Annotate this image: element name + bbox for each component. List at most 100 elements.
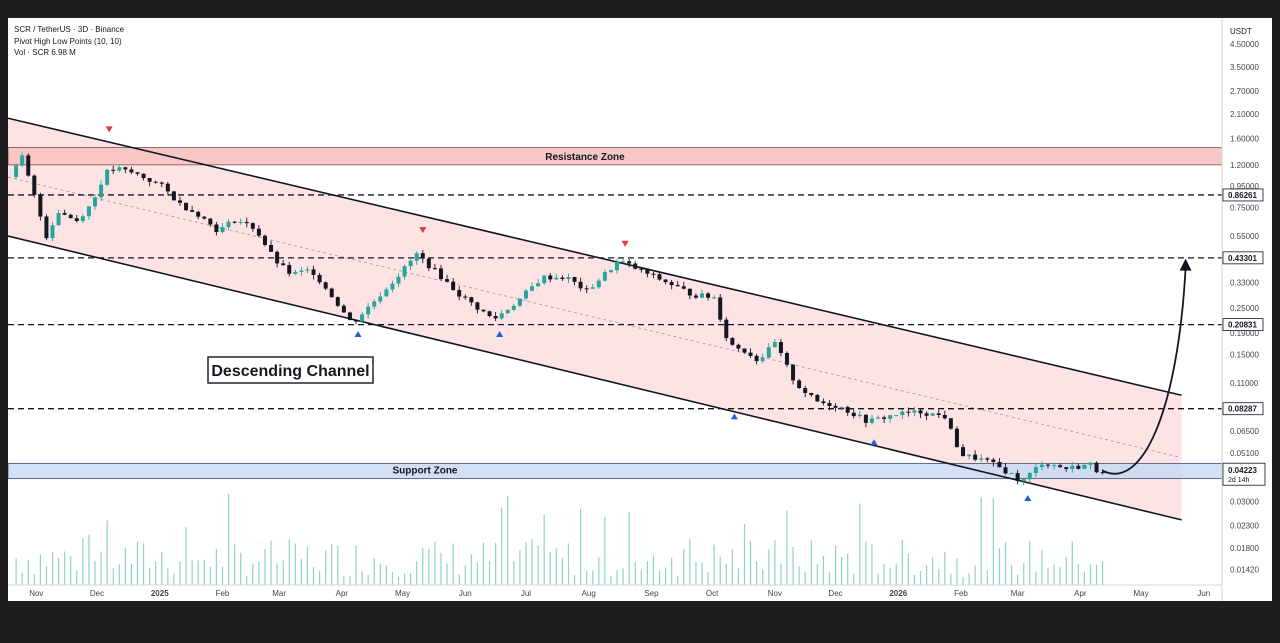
candle-body[interactable] — [329, 288, 334, 298]
candle-body[interactable] — [675, 285, 680, 287]
candle-body[interactable] — [590, 287, 595, 289]
candle-body[interactable] — [202, 216, 207, 219]
candle-body[interactable] — [26, 155, 31, 176]
candle-body[interactable] — [985, 458, 990, 460]
candle-body[interactable] — [766, 347, 771, 358]
candle-body[interactable] — [651, 273, 656, 275]
candle-body[interactable] — [50, 225, 55, 239]
candle-body[interactable] — [1015, 473, 1020, 481]
candle-body[interactable] — [275, 251, 280, 264]
candle-body[interactable] — [147, 178, 152, 182]
candle-body[interactable] — [354, 319, 359, 322]
candle-body[interactable] — [159, 182, 164, 184]
candle-body[interactable] — [742, 348, 747, 353]
candle-body[interactable] — [961, 447, 966, 457]
candle-body[interactable] — [432, 268, 437, 270]
candle-body[interactable] — [56, 213, 61, 226]
candle-body[interactable] — [888, 415, 893, 419]
candle-body[interactable] — [408, 260, 413, 267]
candle-body[interactable] — [1064, 467, 1069, 470]
candle-body[interactable] — [706, 293, 711, 298]
candle-body[interactable] — [262, 235, 267, 245]
candle-body[interactable] — [341, 305, 346, 313]
candle-body[interactable] — [86, 206, 91, 217]
candle-body[interactable] — [724, 319, 729, 339]
candle-body[interactable] — [882, 417, 887, 419]
candle-body[interactable] — [445, 279, 450, 282]
candle-body[interactable] — [384, 289, 389, 297]
candle-body[interactable] — [1088, 462, 1093, 465]
candle-body[interactable] — [171, 191, 176, 201]
candle-body[interactable] — [299, 270, 304, 272]
candle-body[interactable] — [402, 266, 407, 277]
candle-body[interactable] — [560, 277, 565, 279]
projection-arrow[interactable] — [1102, 268, 1187, 475]
candle-body[interactable] — [839, 406, 844, 408]
candle-body[interactable] — [208, 218, 213, 225]
candle-body[interactable] — [906, 411, 911, 413]
candle-body[interactable] — [517, 298, 522, 306]
candle-body[interactable] — [554, 277, 559, 280]
candle-body[interactable] — [80, 216, 85, 222]
candle-body[interactable] — [281, 263, 286, 266]
candle-body[interactable] — [530, 286, 535, 291]
candle-body[interactable] — [912, 410, 917, 413]
candle-body[interactable] — [123, 167, 128, 170]
candle-body[interactable] — [942, 414, 947, 419]
candle-body[interactable] — [420, 253, 425, 259]
candle-body[interactable] — [177, 200, 182, 203]
candle-body[interactable] — [62, 213, 67, 215]
candle-body[interactable] — [214, 224, 219, 233]
candle-body[interactable] — [857, 414, 862, 417]
candle-body[interactable] — [1070, 465, 1075, 470]
candle-body[interactable] — [111, 169, 116, 171]
candle-body[interactable] — [791, 364, 796, 381]
candle-body[interactable] — [14, 165, 19, 178]
candle-body[interactable] — [293, 271, 298, 274]
candle-body[interactable] — [129, 169, 134, 173]
candle-body[interactable] — [566, 277, 571, 279]
candle-body[interactable] — [165, 183, 170, 192]
candle-body[interactable] — [511, 305, 516, 310]
candle-body[interactable] — [693, 295, 698, 298]
candle-body[interactable] — [505, 309, 510, 314]
candle-body[interactable] — [615, 261, 620, 271]
candle-body[interactable] — [736, 344, 741, 349]
candle-body[interactable] — [827, 403, 832, 406]
candle-body[interactable] — [1045, 464, 1050, 466]
candle-body[interactable] — [1076, 465, 1081, 469]
candle-body[interactable] — [979, 458, 984, 460]
candle-body[interactable] — [797, 380, 802, 389]
candle-body[interactable] — [68, 214, 73, 219]
candle-body[interactable] — [469, 297, 474, 303]
candle-body[interactable] — [141, 173, 146, 179]
candle-body[interactable] — [809, 392, 814, 395]
candle-body[interactable] — [821, 401, 826, 404]
candle-body[interactable] — [317, 274, 322, 283]
candle-body[interactable] — [250, 223, 255, 229]
candle-body[interactable] — [681, 286, 686, 289]
channel-lower-line[interactable] — [8, 235, 1182, 521]
candle-body[interactable] — [754, 355, 759, 362]
channel-upper-line[interactable] — [8, 117, 1182, 397]
candle-body[interactable] — [396, 276, 401, 284]
candle-body[interactable] — [523, 290, 528, 299]
candle-body[interactable] — [135, 172, 140, 174]
candle-body[interactable] — [997, 461, 1002, 468]
candle-body[interactable] — [784, 352, 789, 365]
candle-body[interactable] — [633, 263, 638, 269]
candle-body[interactable] — [967, 454, 972, 457]
candle-body[interactable] — [602, 272, 607, 281]
candle-body[interactable] — [803, 388, 808, 393]
candle-body[interactable] — [226, 221, 231, 228]
candle-body[interactable] — [32, 175, 37, 195]
support-zone[interactable] — [8, 462, 1223, 480]
candle-body[interactable] — [876, 417, 881, 419]
candle-body[interactable] — [499, 313, 504, 319]
candle-body[interactable] — [390, 283, 395, 290]
candle-body[interactable] — [833, 405, 838, 408]
candle-body[interactable] — [930, 413, 935, 416]
candle-body[interactable] — [305, 269, 310, 271]
candle-body[interactable] — [1027, 472, 1032, 480]
indicator-line[interactable]: Pivot High Low Points (10, 10) — [14, 36, 122, 46]
